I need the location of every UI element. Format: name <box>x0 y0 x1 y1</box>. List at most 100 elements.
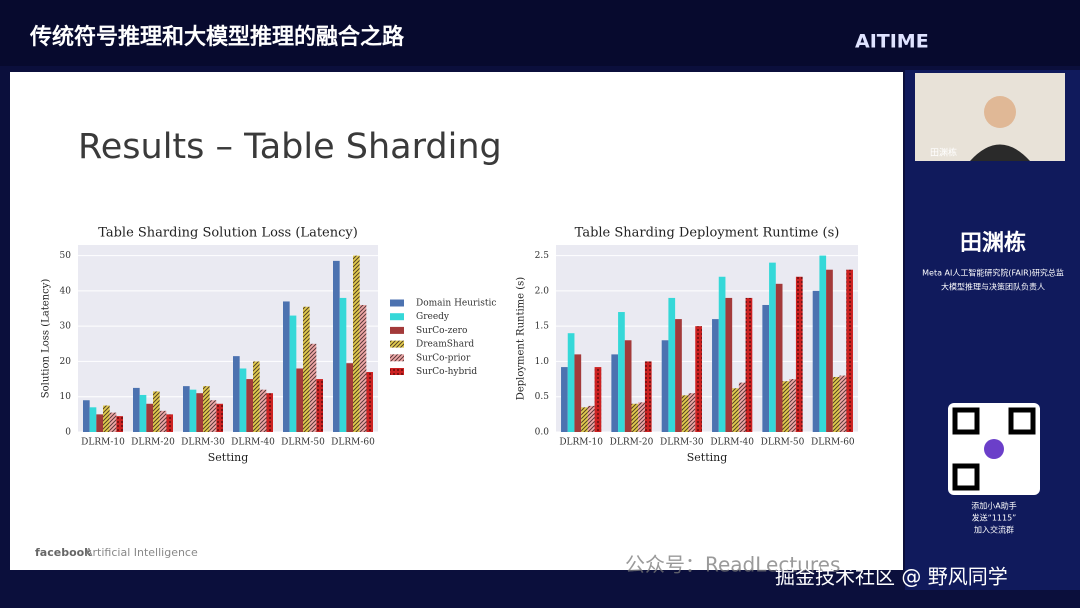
legend-label: Domain Heuristic <box>416 299 496 309</box>
bar <box>688 393 696 432</box>
legend-swatch <box>390 340 404 348</box>
bar <box>712 319 719 432</box>
bar <box>153 391 160 432</box>
legend-swatch <box>390 368 404 375</box>
bar <box>681 395 689 432</box>
x-tick-label: DLRM-10 <box>559 438 603 448</box>
bar <box>359 304 367 432</box>
charts: 0 10 20 30 40 50 DLRM-10 DLRM-20 DLRM-30 DLRM-40 D… <box>41 226 858 464</box>
bar <box>587 405 595 432</box>
y-tick-label: 0 <box>65 428 71 438</box>
bar <box>246 379 253 432</box>
bar <box>745 297 753 432</box>
qr-text: 添加小A助手 <box>971 501 1016 511</box>
bar <box>789 379 796 432</box>
speaker-desc: Meta AI人工智能研究院(FAIR)研究总监 <box>922 268 1064 278</box>
speaker-name: 田渊栋 <box>960 230 1026 256</box>
bar <box>146 403 153 432</box>
y-axis-label: Deployment Runtime (s) <box>516 277 527 400</box>
y-tick-label: 1.0 <box>535 357 550 367</box>
bar <box>644 361 652 432</box>
bar <box>775 283 783 432</box>
video-label: 田渊栋 <box>930 147 957 159</box>
watermark-wechat: 公众号：ReadLectures <box>625 553 840 577</box>
legend-label: Greedy <box>416 312 450 322</box>
x-tick-label: DLRM-20 <box>610 438 654 448</box>
x-tick-label: DLRM-30 <box>660 438 704 448</box>
x-tick-label: DLRM-60 <box>331 438 375 448</box>
bar <box>103 405 110 432</box>
x-tick-label: DLRM-30 <box>181 438 225 448</box>
bar <box>183 386 190 432</box>
y-axis-label: Solution Loss (Latency) <box>41 279 52 399</box>
bar <box>316 379 323 432</box>
y-tick-label: 0.5 <box>535 392 550 402</box>
bar <box>296 368 303 432</box>
bar <box>96 414 103 432</box>
bar <box>266 393 273 432</box>
bar <box>631 403 639 432</box>
x-axis-label: Setting <box>687 451 728 464</box>
qr-text: 加入交流群 <box>974 525 1014 535</box>
bar <box>189 389 197 432</box>
bar <box>638 402 645 432</box>
legend-label: DreamShard <box>416 340 474 350</box>
stream-title: 传统符号推理和大模型推理的融合之路 <box>29 24 405 50</box>
bar <box>732 388 739 432</box>
x-tick-label: DLRM-10 <box>81 438 125 448</box>
y-tick-label: 30 <box>60 322 72 332</box>
plot-area <box>556 245 858 432</box>
bar <box>109 412 117 432</box>
bar <box>561 367 568 432</box>
bar <box>795 276 803 432</box>
bar <box>209 400 217 432</box>
bar <box>718 276 726 432</box>
y-tick-label: 1.5 <box>535 322 550 332</box>
bar <box>159 410 167 432</box>
bar <box>611 354 619 432</box>
footer-brand: facebook <box>35 546 92 559</box>
speaker-desc: 大模型推理与决策团队负责人 <box>941 282 1045 292</box>
qr-finder <box>952 463 980 491</box>
legend-swatch <box>390 313 404 321</box>
bar <box>725 297 733 432</box>
bar <box>239 368 247 432</box>
legend-label: SurCo-hybrid <box>416 367 477 377</box>
bar <box>846 269 853 432</box>
y-tick-label: 0.0 <box>535 428 550 438</box>
bar <box>624 340 632 432</box>
legend-label: SurCo-zero <box>416 326 467 336</box>
bar <box>832 376 840 432</box>
slide-title: Results – Table Sharding <box>78 127 502 167</box>
footer-text: Artificial Intelligence <box>85 546 198 559</box>
bar <box>83 400 90 432</box>
bar <box>283 301 290 432</box>
x-tick-label: DLRM-40 <box>710 438 754 448</box>
bar <box>762 304 770 432</box>
bar <box>346 363 353 432</box>
bar <box>839 375 847 432</box>
bar <box>196 393 203 432</box>
x-axis-label: Setting <box>208 451 249 464</box>
x-tick-label: DLRM-60 <box>811 438 855 448</box>
bar <box>259 389 267 432</box>
bar <box>782 381 790 432</box>
bar <box>166 414 173 432</box>
bar <box>353 255 360 432</box>
y-tick-label: 10 <box>60 392 72 402</box>
chart-title: Table Sharding Deployment Runtime (s) <box>575 226 840 241</box>
bar <box>339 297 347 432</box>
bar <box>661 340 669 432</box>
bar <box>769 262 776 432</box>
x-tick-label: DLRM-50 <box>281 438 325 448</box>
y-tick-label: 2.5 <box>535 251 550 261</box>
legend-swatch <box>390 354 404 362</box>
y-tick-label: 2.0 <box>535 286 550 296</box>
bar <box>289 315 297 432</box>
logo: AITIME <box>855 31 929 53</box>
bar <box>116 416 123 432</box>
bar <box>594 367 602 432</box>
bar <box>812 290 820 432</box>
qr-logo <box>984 439 1004 459</box>
